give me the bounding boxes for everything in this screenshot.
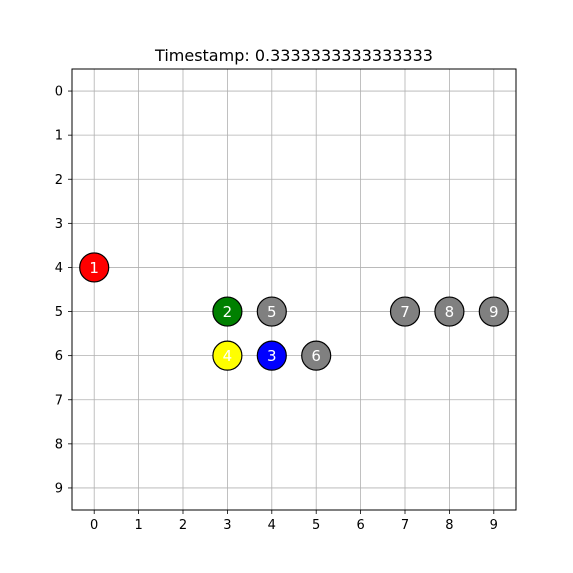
y-tick-label: 0: [55, 85, 63, 100]
y-tick-label: 7: [55, 393, 63, 408]
y-tick-label: 5: [55, 305, 63, 320]
point-label: 7: [400, 303, 410, 321]
point-marker: [256, 296, 287, 327]
x-tick-label: 4: [268, 518, 276, 533]
x-tick-label: 0: [90, 518, 98, 533]
y-tick-label: 3: [55, 217, 63, 232]
point-label: 3: [267, 347, 277, 365]
point-marker: [212, 340, 243, 371]
x-axis: 0 1 2 3 4 5 6 7 8 9: [90, 510, 498, 533]
data-points: 1 2 3 4 5 6 7 8 9: [79, 252, 509, 371]
x-tick-label: 3: [223, 518, 231, 533]
x-tick-label: 9: [490, 518, 498, 533]
y-tick-label: 4: [55, 261, 63, 276]
point-label: 1: [89, 259, 99, 277]
point-marker: [79, 252, 110, 283]
data-point-9: 9: [478, 296, 509, 327]
point-label: 5: [267, 303, 277, 321]
data-point-7: 7: [389, 296, 421, 327]
point-marker: [389, 296, 421, 327]
y-tick-label: 2: [55, 173, 63, 188]
point-marker: [478, 296, 509, 327]
point-label: 9: [489, 303, 499, 321]
point-label: 2: [223, 303, 233, 321]
chart-title: Timestamp: 0.3333333333333333: [154, 46, 433, 65]
y-axis: 0 1 2 3 4 5 6 7 8 9: [55, 85, 72, 496]
x-tick-label: 5: [312, 518, 320, 533]
point-marker: [301, 340, 332, 371]
plot-frame: [71, 68, 517, 511]
data-point-6: 6: [301, 340, 332, 371]
point-marker: [212, 296, 243, 327]
y-tick-label: 9: [55, 481, 63, 496]
x-tick-label: 8: [445, 518, 453, 533]
data-point-1: 1: [79, 252, 110, 283]
data-point-4: 4: [212, 340, 243, 371]
x-tick-label: 6: [356, 518, 364, 533]
x-tick-label: 1: [134, 518, 142, 533]
point-label: 8: [445, 303, 455, 321]
grid-lines: [72, 69, 516, 510]
data-point-2: 2: [212, 296, 243, 327]
data-point-8: 8: [434, 296, 465, 327]
point-label: 6: [311, 347, 321, 365]
data-point-5: 5: [256, 296, 287, 327]
x-tick-label: 7: [401, 518, 409, 533]
data-point-3: 3: [256, 340, 287, 371]
y-tick-label: 8: [55, 437, 63, 452]
y-tick-label: 1: [55, 129, 63, 144]
point-label: 4: [223, 347, 233, 365]
point-marker: [434, 296, 465, 327]
point-marker: [256, 340, 287, 371]
y-tick-label: 6: [55, 349, 63, 364]
x-tick-label: 2: [179, 518, 187, 533]
